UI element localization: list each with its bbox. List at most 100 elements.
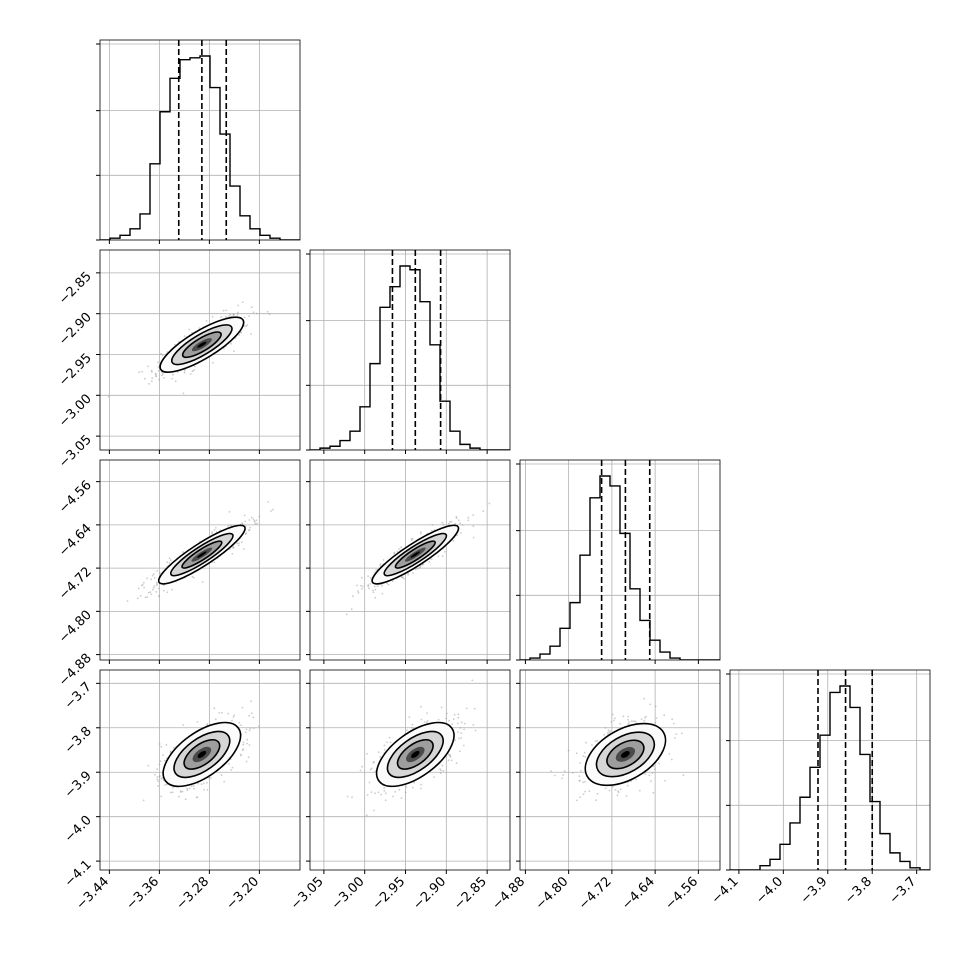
scatter-point xyxy=(249,526,252,529)
scatter-layer xyxy=(126,501,274,602)
scatter-point xyxy=(232,314,235,316)
scatter-point xyxy=(582,781,584,784)
x-tick-label: −2.85 xyxy=(451,874,490,913)
scatter-point xyxy=(389,741,392,744)
panel-frame xyxy=(309,459,511,661)
y-tick-label: −4.0 xyxy=(62,813,95,846)
scatter-point xyxy=(386,741,388,744)
scatter-point xyxy=(583,751,586,754)
scatter-point xyxy=(627,718,629,721)
scatter-point xyxy=(163,377,166,379)
y-tick-label: −2.95 xyxy=(56,351,95,390)
scatter-point xyxy=(150,593,153,596)
scatter-point xyxy=(154,373,157,376)
scatter-point xyxy=(413,781,416,784)
scatter-point xyxy=(447,753,450,756)
panel-frame xyxy=(309,249,511,451)
scatter-point xyxy=(166,561,169,564)
scatter-point xyxy=(267,501,270,503)
scatter-point xyxy=(186,789,189,792)
scatter-point xyxy=(241,706,244,709)
scatter-point xyxy=(148,383,150,385)
scatter-point xyxy=(151,588,154,591)
scatter-point xyxy=(158,378,161,381)
scatter-point xyxy=(241,749,244,752)
scatter-point xyxy=(372,591,375,594)
scatter-point xyxy=(163,759,166,762)
scatter-point xyxy=(237,304,239,307)
scatter-point xyxy=(258,515,261,518)
scatter-point xyxy=(431,524,434,526)
scatter-point xyxy=(169,751,172,753)
scatter-point xyxy=(240,724,242,726)
x-tick-label: −3.05 xyxy=(288,874,327,913)
scatter-point xyxy=(242,741,245,744)
scatter-point xyxy=(425,721,428,724)
scatter-point xyxy=(143,586,146,589)
scatter-point xyxy=(607,733,609,735)
density-contour xyxy=(197,750,207,758)
scatter-point xyxy=(668,753,671,755)
scatter-point xyxy=(384,799,387,802)
scatter-point xyxy=(141,584,144,586)
scatter-point xyxy=(157,587,160,590)
y-tick-label: −4.72 xyxy=(56,564,95,603)
scatter-point xyxy=(214,527,217,529)
scatter-point xyxy=(373,809,375,812)
scatter-point xyxy=(594,740,597,743)
scatter-point xyxy=(368,781,371,784)
y-tick-label: −4.88 xyxy=(56,651,95,690)
scatter-point xyxy=(652,765,655,768)
scatter-point xyxy=(564,770,566,772)
y-tick-label: −4.56 xyxy=(56,478,95,517)
scatter-point xyxy=(663,714,666,717)
scatter-point xyxy=(255,519,258,522)
scatter-point xyxy=(627,715,630,718)
scatter-point xyxy=(245,532,248,535)
scatter-point xyxy=(220,774,223,777)
scatter-point xyxy=(153,585,156,587)
scatter-point xyxy=(423,721,426,723)
scatter-point xyxy=(430,529,433,532)
scatter-point xyxy=(460,737,463,739)
scatter-point xyxy=(213,707,216,710)
x-tick-label: −3.00 xyxy=(329,874,368,913)
x-tick-label: −4.72 xyxy=(576,874,615,913)
scatter-point xyxy=(458,737,460,740)
scatter-point xyxy=(196,721,199,723)
scatter-point xyxy=(191,370,194,373)
hist-panel-2 xyxy=(516,459,721,664)
scatter-point xyxy=(150,369,153,372)
x-tick-label: −4.64 xyxy=(619,874,658,913)
scatter-point xyxy=(414,568,417,571)
scatter-layer xyxy=(550,697,685,802)
scatter-point xyxy=(171,588,174,591)
scatter-point xyxy=(183,335,186,337)
scatter-point xyxy=(232,546,234,549)
scatter-point xyxy=(258,725,260,727)
scatter-point xyxy=(171,377,174,380)
scatter-point xyxy=(142,581,145,584)
scatter-point xyxy=(449,755,452,758)
scatter-point xyxy=(136,597,139,600)
scatter-point xyxy=(459,522,461,525)
scatter-point xyxy=(644,717,646,719)
scatter-point xyxy=(428,561,431,563)
scatter-point xyxy=(420,718,423,721)
x-tick-label: −3.8 xyxy=(842,874,875,907)
scatter-point xyxy=(631,720,633,723)
scatter-point xyxy=(361,585,364,588)
scatter-point xyxy=(248,714,251,717)
scatter-point xyxy=(368,587,370,590)
scatter-point xyxy=(582,755,585,758)
scatter-point xyxy=(246,324,249,326)
scatter-point xyxy=(625,795,628,797)
scatter-point xyxy=(203,782,205,785)
scatter-point xyxy=(410,538,413,540)
density-contour xyxy=(411,750,420,758)
scatter-point xyxy=(584,780,586,783)
scatter-point xyxy=(233,350,235,353)
scatter-point xyxy=(457,716,460,719)
scatter-point xyxy=(394,790,397,793)
